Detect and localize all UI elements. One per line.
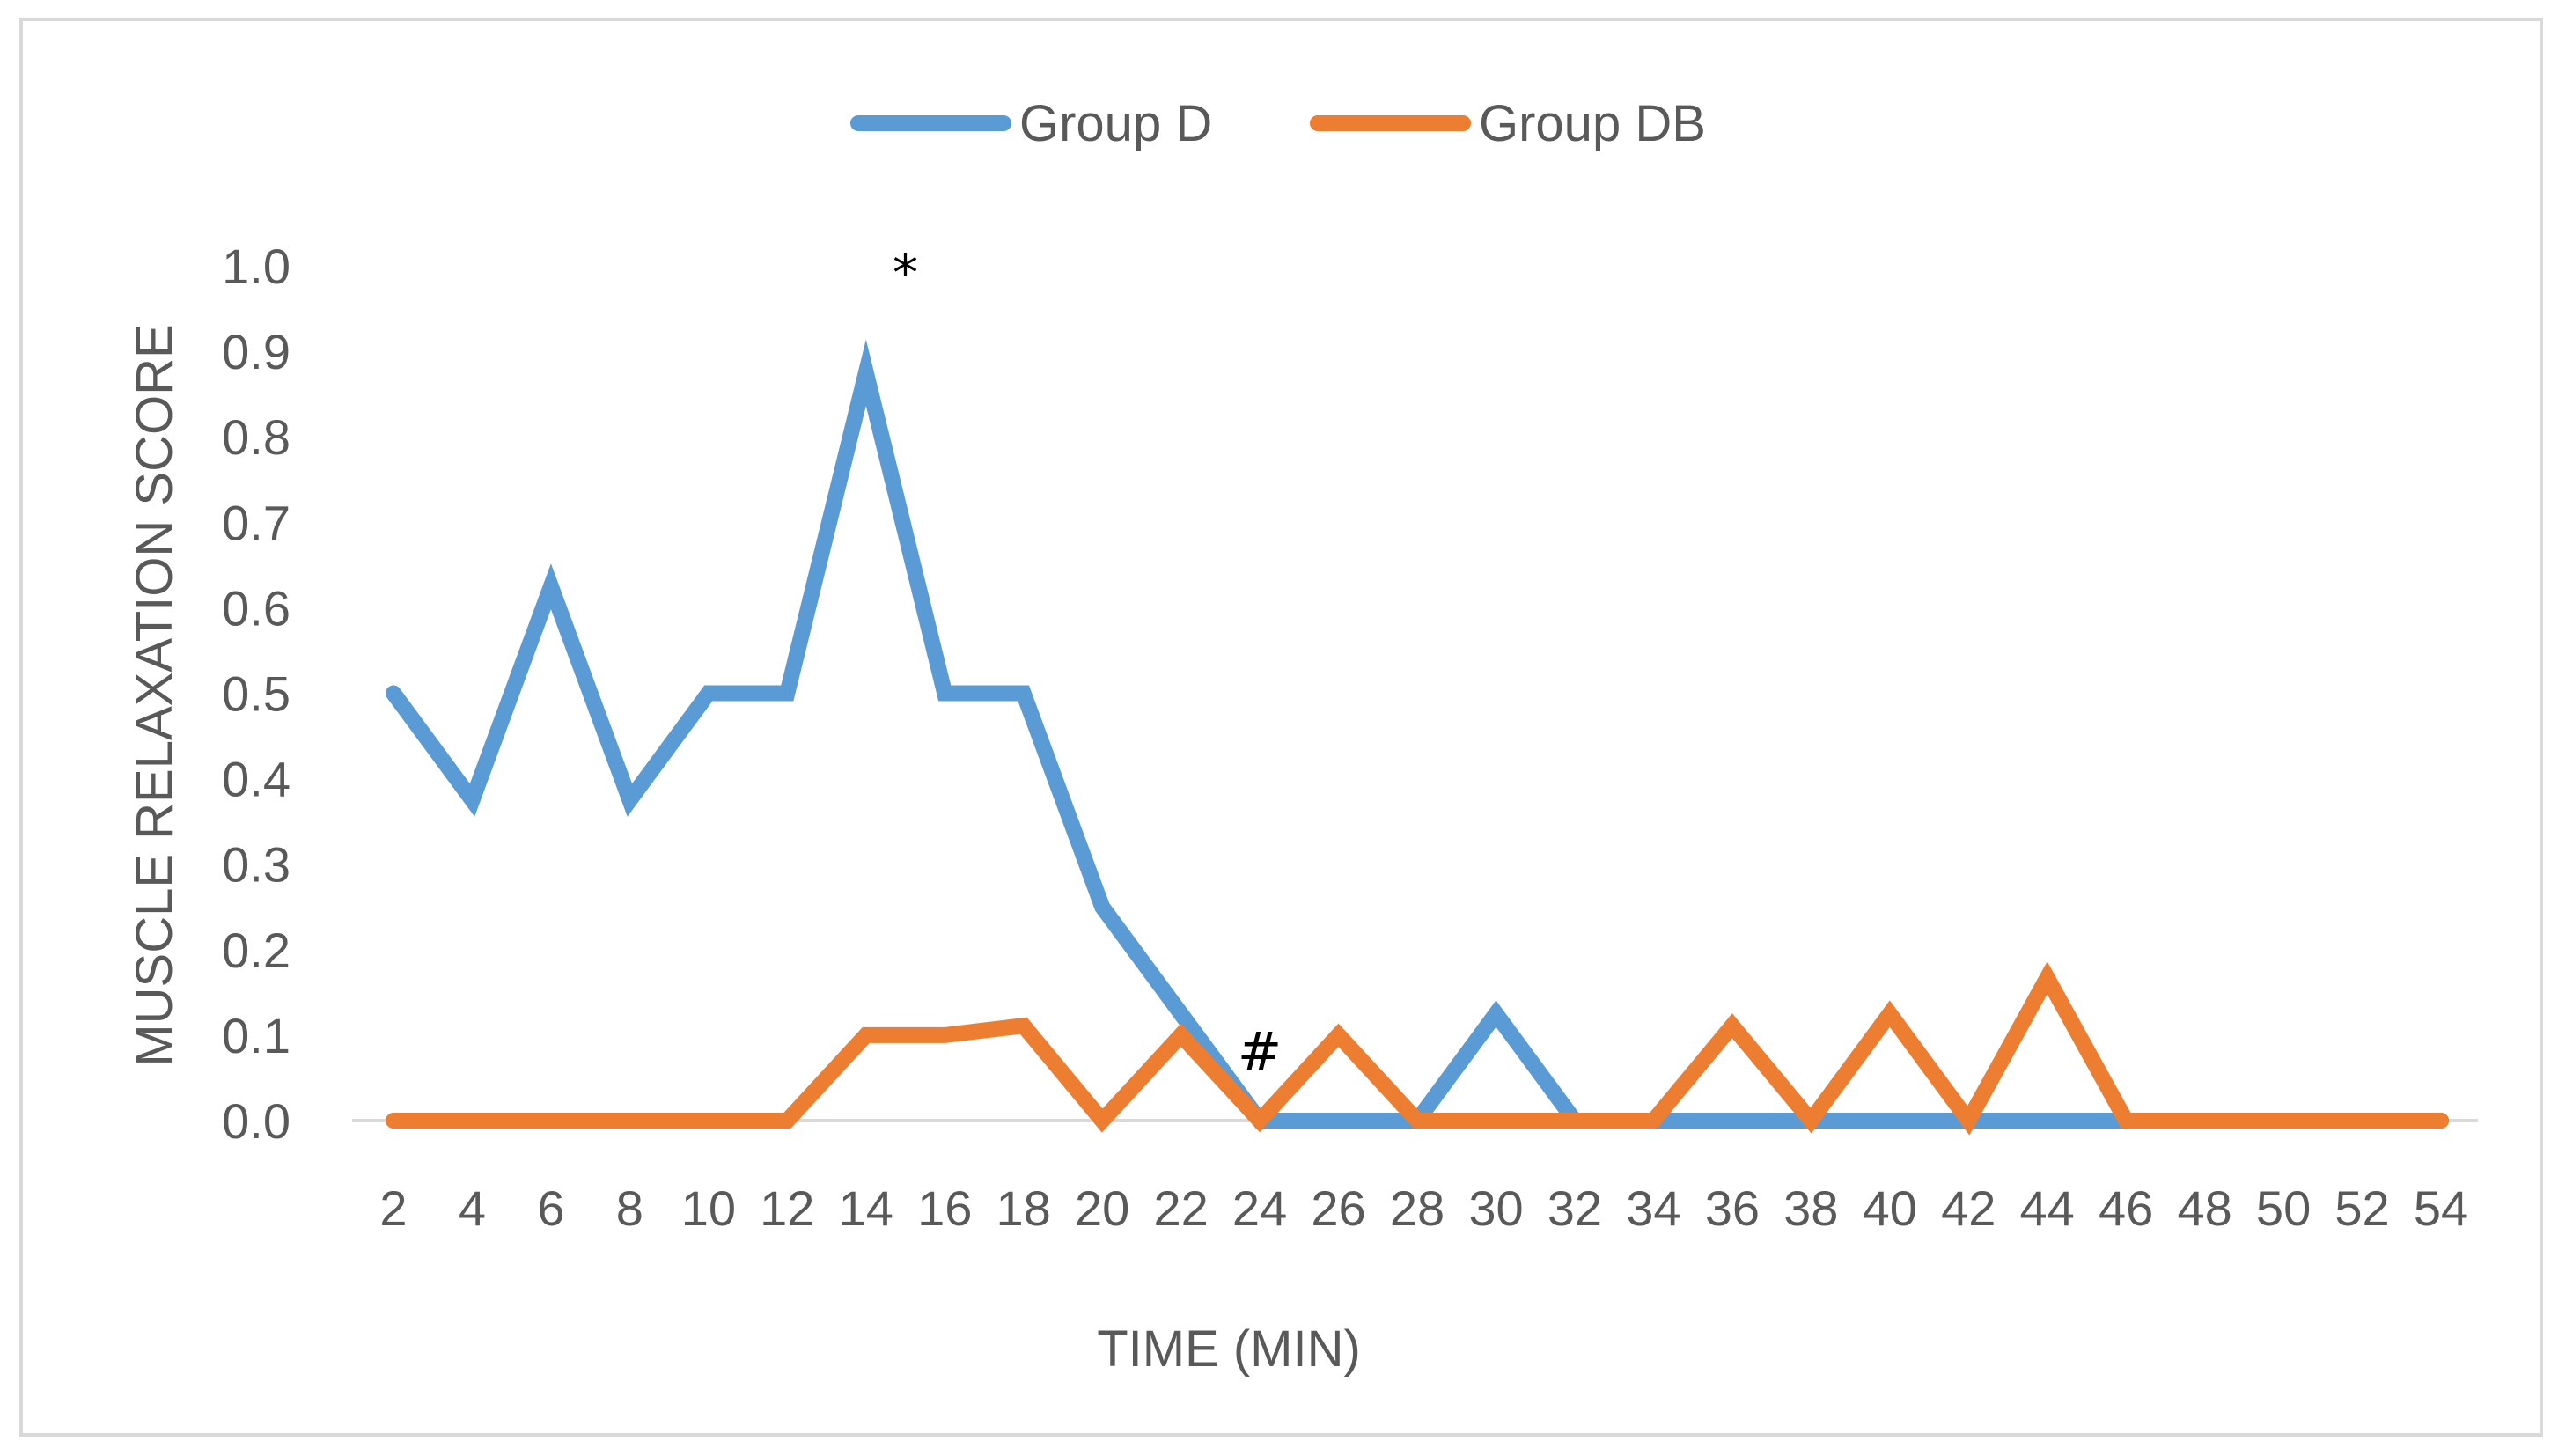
- legend-label: Group DB: [1479, 95, 1706, 152]
- x-tick-label: 22: [1153, 1180, 1208, 1236]
- x-tick-label: 16: [917, 1180, 972, 1236]
- y-tick-label: 0.8: [222, 409, 290, 465]
- x-tick-label: 42: [1941, 1180, 1996, 1236]
- x-tick-label: 8: [616, 1180, 643, 1236]
- x-tick-label: 14: [839, 1180, 893, 1236]
- x-tick-label: 32: [1547, 1180, 1602, 1236]
- x-tick-label: 40: [1863, 1180, 1917, 1236]
- x-tick-label: 24: [1232, 1180, 1287, 1236]
- y-tick-label: 0.1: [222, 1008, 290, 1063]
- x-tick-label: 48: [2177, 1180, 2231, 1236]
- x-tick-label: 26: [1311, 1180, 1365, 1236]
- annotations: *#: [893, 243, 1282, 1083]
- y-tick-label: 0.2: [222, 923, 290, 978]
- x-tick-label: 38: [1783, 1180, 1838, 1236]
- x-tick-label: 4: [459, 1180, 486, 1236]
- x-tick-label: 36: [1705, 1180, 1760, 1236]
- x-tick-label: 20: [1075, 1180, 1129, 1236]
- y-tick-label: 0.5: [222, 666, 290, 722]
- x-tick-label: 6: [537, 1180, 564, 1236]
- chart-annotation: *: [893, 243, 918, 303]
- x-tick-label: 52: [2334, 1180, 2389, 1236]
- x-tick-label: 46: [2099, 1180, 2153, 1236]
- series-line-group-d: [386, 339, 2449, 1129]
- x-tick-label: 2: [379, 1180, 407, 1236]
- y-tick-label: 0.9: [222, 324, 290, 379]
- y-tick-label: 0.3: [222, 837, 290, 893]
- x-tick-label: 28: [1390, 1180, 1445, 1236]
- legend: Group D Group DB: [850, 95, 1706, 152]
- y-tick-label: 0.6: [222, 580, 290, 636]
- x-tick-label: 54: [2414, 1180, 2468, 1236]
- x-axis-title: TIME (MIN): [1097, 1320, 1361, 1378]
- chart-annotation: #: [1238, 1021, 1282, 1083]
- x-tick-label: 12: [760, 1180, 814, 1236]
- series-line-group-db: [386, 961, 2449, 1136]
- series-lines: [386, 339, 2449, 1136]
- x-axis-ticks: 2 4 6 8 10 12 14 16 18 20 22 24 26 28 30 32 34 36 38 40 42 44…: [379, 1180, 2468, 1236]
- y-axis-ticks: 0.0 0.1 0.2 0.3 0.4 0.5 0.6 0.7 0.8 0.9 1.0: [222, 239, 290, 1149]
- y-tick-label: 0.7: [222, 495, 290, 550]
- x-tick-label: 44: [2020, 1180, 2075, 1236]
- x-tick-label: 50: [2256, 1180, 2311, 1236]
- x-tick-label: 34: [1626, 1180, 1680, 1236]
- y-tick-label: 0.4: [222, 752, 290, 807]
- y-tick-label: 0.0: [222, 1093, 290, 1149]
- y-tick-label: 1.0: [222, 239, 290, 294]
- x-tick-label: 18: [996, 1180, 1051, 1236]
- legend-label: Group D: [1019, 95, 1212, 152]
- y-axis-title: MUSCLE RELAXATION SCORE: [126, 324, 183, 1066]
- x-tick-label: 30: [1468, 1180, 1523, 1236]
- x-tick-label: 10: [681, 1180, 736, 1236]
- chart-frame: [19, 18, 2543, 1437]
